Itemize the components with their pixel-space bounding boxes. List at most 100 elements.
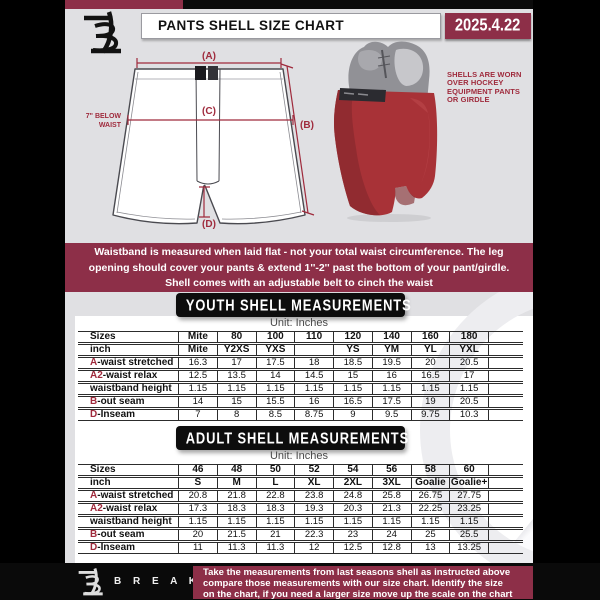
table-row: B-out seam 20 21.5 21 22.3 23 24 25 25.5: [78, 529, 523, 541]
table-cell: 18: [294, 357, 333, 369]
table-cell: 20: [178, 529, 217, 541]
table-cell: Goalie: [410, 477, 450, 489]
youth-size-table: Sizes Mite 80 100 110 120 140 160 180 inch Mite Y2X…: [78, 330, 523, 422]
table-cell: 25: [410, 529, 450, 541]
table-cell: 1.15: [371, 383, 411, 395]
table-cell: Goalie+: [449, 477, 488, 489]
table-cell: YXS: [255, 344, 295, 356]
text-line: compare those measurements with our size…: [203, 578, 503, 589]
table-row: Sizes Mite 80 100 110 120 140 160 180: [78, 331, 523, 343]
table-filler: [488, 357, 523, 369]
adult-unit-label: Unit: Inches: [269, 450, 329, 462]
text-line: Shell comes with an adjustable belt to c…: [165, 277, 433, 289]
adult-section-heading: ADULT SHELL MEASUREMENTS: [176, 426, 408, 450]
table-cell: 14.5: [294, 370, 333, 382]
table-cell: 21.3: [371, 503, 411, 515]
row-label: A-waist stretched: [78, 490, 178, 502]
table-filler: [488, 503, 523, 515]
table-cell: 16.5: [333, 396, 372, 408]
text-line: Waistband is measured when laid flat - n…: [94, 246, 504, 258]
table-cell: 17.3: [178, 503, 217, 515]
table-cell: 9.5: [371, 409, 411, 421]
table-row: inch S M L XL 2XL 3XL Goalie Goalie+: [78, 477, 523, 489]
table-row: A-waist stretched 16.3 17 17.5 18 18.5 19.5 20 2…: [78, 357, 523, 369]
table-cell: 1.15: [449, 383, 488, 395]
measurement-label-d: (D): [202, 219, 216, 230]
table-cell: 9.75: [410, 409, 450, 421]
table-cell: 1.15: [216, 516, 256, 528]
table-cell: 23.25: [449, 503, 488, 515]
table-cell: 19.5: [371, 357, 411, 369]
brand-logo-icon: [84, 11, 121, 54]
text-line: OR GIRDLE: [447, 95, 490, 105]
table-cell: 23.8: [294, 490, 333, 502]
table-cell: 11.3: [255, 542, 295, 554]
row-label: waistband height: [78, 383, 178, 395]
table-cell: 14: [178, 396, 217, 408]
row-label: D-Inseam: [78, 409, 178, 421]
table-cell: 8.75: [294, 409, 333, 421]
table-cell: 15.5: [255, 396, 295, 408]
table-cell: 1.15: [255, 383, 295, 395]
top-strip-maroon: [65, 0, 183, 9]
footer-bar: B R E A K A W A Y Take the measurements …: [0, 563, 600, 600]
table-filler: [488, 396, 523, 408]
table-cell: 19.3: [294, 503, 333, 515]
table-cell: 58: [410, 464, 450, 476]
table-cell: [294, 344, 333, 356]
table-cell: 27.75: [449, 490, 488, 502]
table-cell: 13.5: [216, 370, 256, 382]
table-cell: 80: [216, 331, 256, 343]
table-cell: 17.5: [371, 396, 411, 408]
table-cell: 1.15: [255, 516, 295, 528]
table-cell: YS: [333, 344, 372, 356]
table-cell: 1.15: [449, 516, 488, 528]
table-filler: [488, 464, 523, 476]
table-cell: M: [216, 477, 256, 489]
table-row: waistband height 1.15 1.15 1.15 1.15 1.15 1.15…: [78, 383, 523, 395]
text-line: OVER HOCKEY: [447, 78, 504, 88]
table-row: A2-waist relax 12.5 13.5 14 14.5 15 16 16.5 17: [78, 370, 523, 382]
table-cell: 1.15: [410, 383, 450, 395]
table-cell: 1.15: [333, 516, 372, 528]
top-strip-black: [183, 0, 533, 9]
table-filler: [488, 383, 523, 395]
text-line: opening should cover your pants & extend…: [88, 261, 510, 274]
table-cell: 11: [178, 542, 217, 554]
table-cell: 100: [255, 331, 295, 343]
table-cell: 12.5: [178, 370, 217, 382]
footer-brand: B R E A K A W A Y: [78, 567, 276, 596]
page-title-box: PANTS SHELL SIZE CHART: [141, 13, 441, 39]
table-row: B-out seam 14 15 15.5 16 16.5 17.5 19 20.5: [78, 396, 523, 408]
table-cell: 3XL: [371, 477, 411, 489]
table-cell: 20: [410, 357, 450, 369]
revision-date-badge: 2025.4.22: [445, 13, 531, 39]
table-cell: L: [255, 477, 295, 489]
row-label: inch: [78, 477, 178, 489]
table-filler: [488, 516, 523, 528]
table-cell: XL: [294, 477, 333, 489]
row-label: B-out seam: [78, 396, 178, 408]
table-cell: 2XL: [333, 477, 372, 489]
table-cell: 26.75: [410, 490, 450, 502]
row-label: D-Inseam: [78, 542, 178, 554]
table-cell: 1.15: [333, 383, 372, 395]
table-filler: [488, 344, 523, 356]
table-cell: 23: [333, 529, 372, 541]
adult-section-heading-label: ADULT SHELL MEASUREMENTS: [185, 429, 410, 447]
table-cell: 24: [371, 529, 411, 541]
photo-caption: SHELLS ARE WORN OVER HOCKEY EQUIPMENT PANT…: [447, 70, 527, 105]
table-cell: 52: [294, 464, 333, 476]
table-cell: 24.8: [333, 490, 372, 502]
table-cell: 50: [255, 464, 295, 476]
measurement-label-a: (A): [202, 51, 216, 62]
table-cell: 20.5: [449, 357, 488, 369]
table-cell: 12.5: [333, 542, 372, 554]
table-row: A2-waist relax 17.3 18.3 18.3 19.3 20.3 21.3 22…: [78, 503, 523, 515]
info-banner: Waistband is measured when laid flat - n…: [65, 243, 533, 292]
youth-section-heading-label: YOUTH SHELL MEASUREMENTS: [185, 296, 412, 314]
row-label: B-out seam: [78, 529, 178, 541]
table-cell: 22.25: [410, 503, 450, 515]
table-cell: 20.5: [449, 396, 488, 408]
